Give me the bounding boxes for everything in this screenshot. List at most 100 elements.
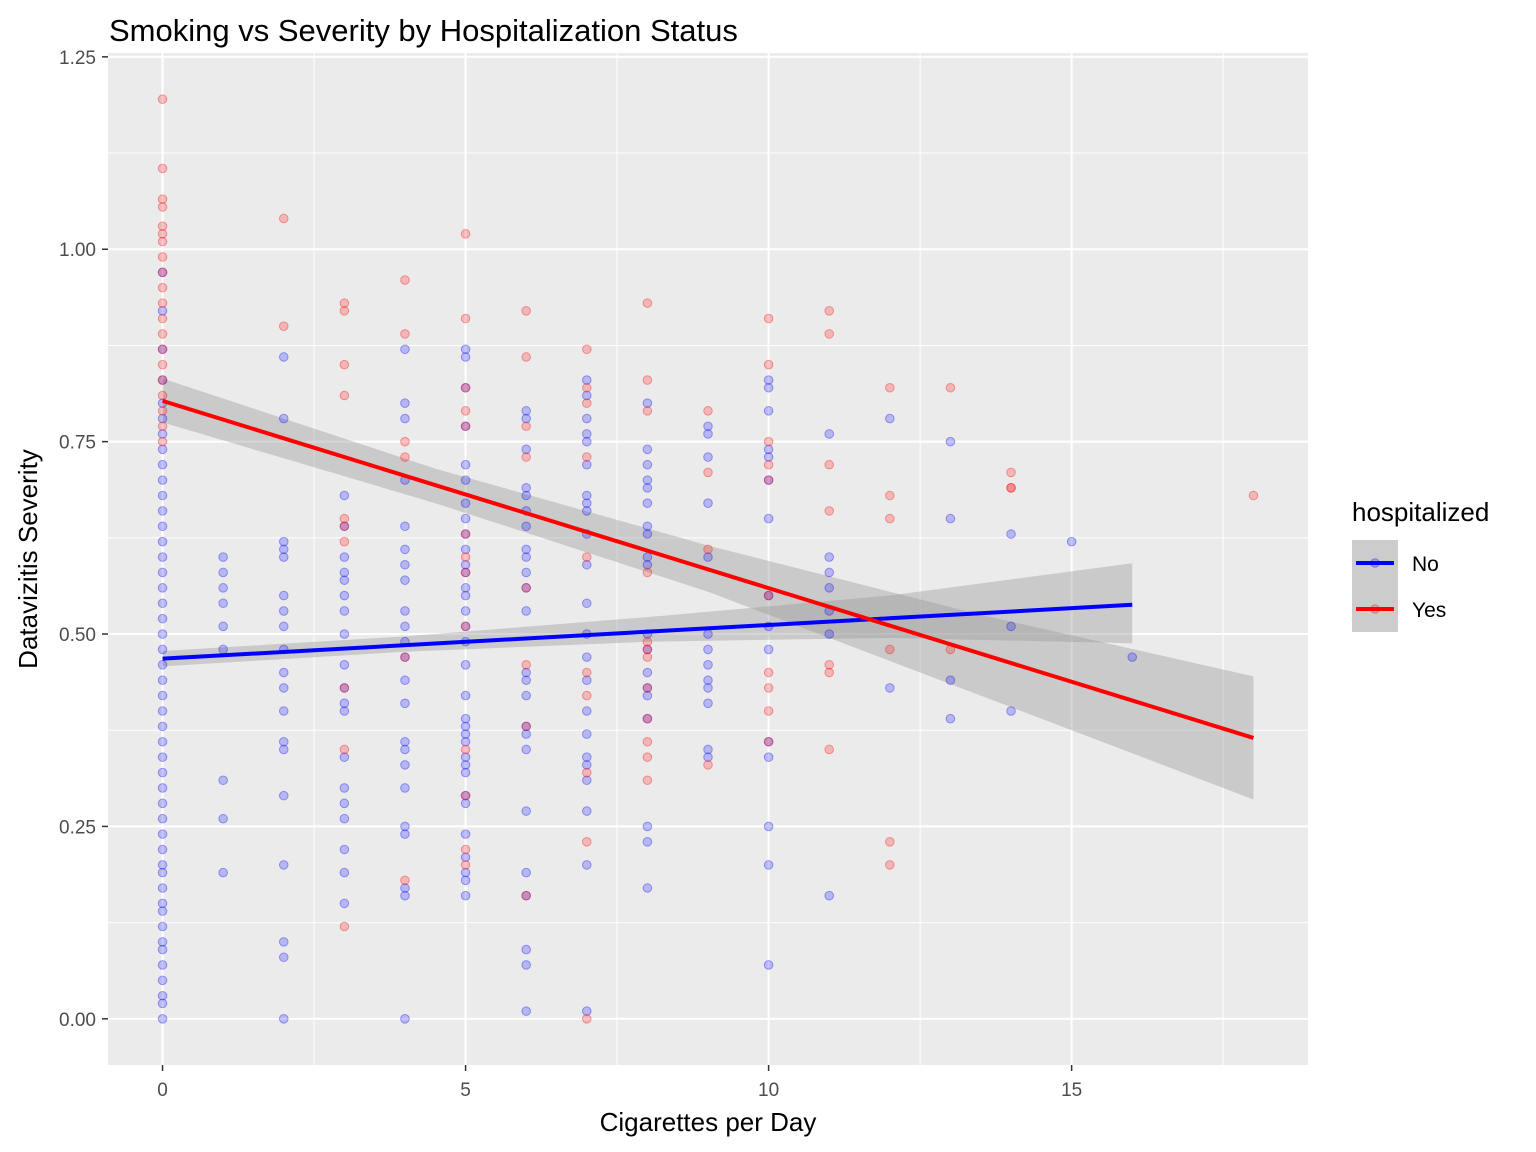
point-no [218, 775, 228, 786]
point-no [521, 721, 531, 732]
point-yes [703, 544, 713, 555]
point-yes [157, 194, 168, 205]
point-no [1006, 706, 1016, 716]
point-no [400, 675, 410, 686]
point-no [521, 406, 531, 416]
point-yes [460, 790, 471, 801]
point-no [339, 898, 350, 909]
point-no [157, 413, 168, 424]
point-no [400, 606, 410, 616]
point-no [157, 629, 168, 639]
point-no [642, 883, 653, 893]
point-no [521, 1006, 531, 1016]
point-yes [763, 436, 774, 447]
point-no [521, 606, 531, 616]
point-yes [581, 452, 592, 462]
point-yes [157, 221, 168, 231]
point-no [521, 583, 531, 593]
point-no [339, 813, 350, 824]
point-no [400, 783, 410, 793]
point-no [400, 744, 410, 755]
point-yes [642, 713, 653, 724]
point-no [278, 590, 289, 601]
point-no [157, 613, 168, 624]
point-no [339, 606, 350, 616]
point-no [642, 444, 653, 455]
point-no [400, 760, 410, 770]
point-yes [824, 667, 835, 678]
point-no [460, 529, 471, 539]
point-no [521, 521, 531, 532]
point-no [400, 621, 410, 632]
point-no [763, 513, 774, 524]
point-no [278, 790, 289, 801]
point-no [1127, 652, 1138, 662]
point-no [400, 413, 410, 424]
point-no [460, 475, 471, 485]
point-yes [703, 467, 713, 478]
point-yes [400, 329, 410, 339]
point-no [339, 698, 350, 709]
point-no [460, 760, 471, 770]
point-yes [885, 644, 895, 655]
point-no [157, 660, 168, 670]
point-no [703, 683, 713, 693]
point-no [581, 506, 592, 516]
point-yes [157, 329, 168, 339]
point-yes [763, 736, 774, 747]
point-no [763, 736, 774, 747]
point-yes [339, 390, 350, 401]
legend: hospitalized No Yes [1352, 497, 1489, 632]
point-no [400, 575, 410, 585]
point-no [763, 475, 774, 485]
point-no [339, 490, 350, 501]
point-no [521, 413, 531, 424]
point-no [703, 675, 713, 686]
point-yes [642, 567, 653, 578]
point-yes [157, 344, 168, 355]
point-no [339, 683, 350, 693]
data-points [157, 94, 1259, 1024]
point-yes [157, 282, 168, 293]
point-no [339, 798, 350, 809]
point-no [1006, 621, 1016, 632]
point-yes [581, 382, 592, 393]
point-no [278, 952, 289, 963]
point-no [521, 567, 531, 578]
point-no [642, 498, 653, 509]
point-yes [157, 390, 168, 401]
point-yes [339, 536, 350, 547]
point-no [703, 644, 713, 655]
point-no [157, 906, 168, 916]
point-no [157, 344, 168, 355]
legend-key-point [1370, 558, 1380, 568]
point-no [824, 890, 835, 901]
y-tick-label: 0.50 [59, 625, 96, 646]
point-no [763, 375, 774, 385]
point-yes [581, 344, 592, 355]
point-no [581, 598, 592, 609]
point-no [642, 690, 653, 701]
point-no [581, 706, 592, 716]
point-no [157, 506, 168, 516]
point-no [824, 429, 835, 439]
point-no [703, 698, 713, 709]
point-no [581, 459, 592, 470]
point-no [581, 806, 592, 816]
point-no [339, 752, 350, 762]
point-yes [339, 521, 350, 532]
point-yes [642, 736, 653, 747]
point-no [339, 552, 350, 562]
point-yes [581, 767, 592, 778]
point-no [157, 267, 168, 278]
point-no [703, 429, 713, 439]
point-no [642, 559, 653, 570]
point-yes [885, 837, 895, 847]
point-no [157, 883, 168, 893]
point-no [460, 352, 471, 362]
point-no [460, 767, 471, 778]
point-no [581, 559, 592, 570]
point-yes [1006, 483, 1016, 493]
point-yes [521, 721, 531, 732]
point-no [581, 413, 592, 424]
